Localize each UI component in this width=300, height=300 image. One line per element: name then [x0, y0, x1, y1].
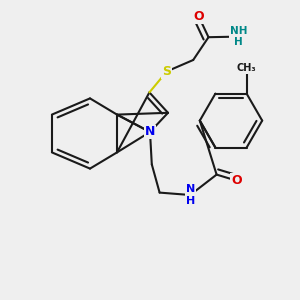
- Text: CH₃: CH₃: [237, 63, 256, 74]
- Text: S: S: [162, 65, 171, 78]
- Text: N
H: N H: [186, 184, 195, 206]
- Text: N: N: [145, 125, 155, 139]
- Text: NH
H: NH H: [230, 26, 247, 47]
- Text: O: O: [193, 10, 204, 23]
- Text: O: O: [231, 174, 242, 187]
